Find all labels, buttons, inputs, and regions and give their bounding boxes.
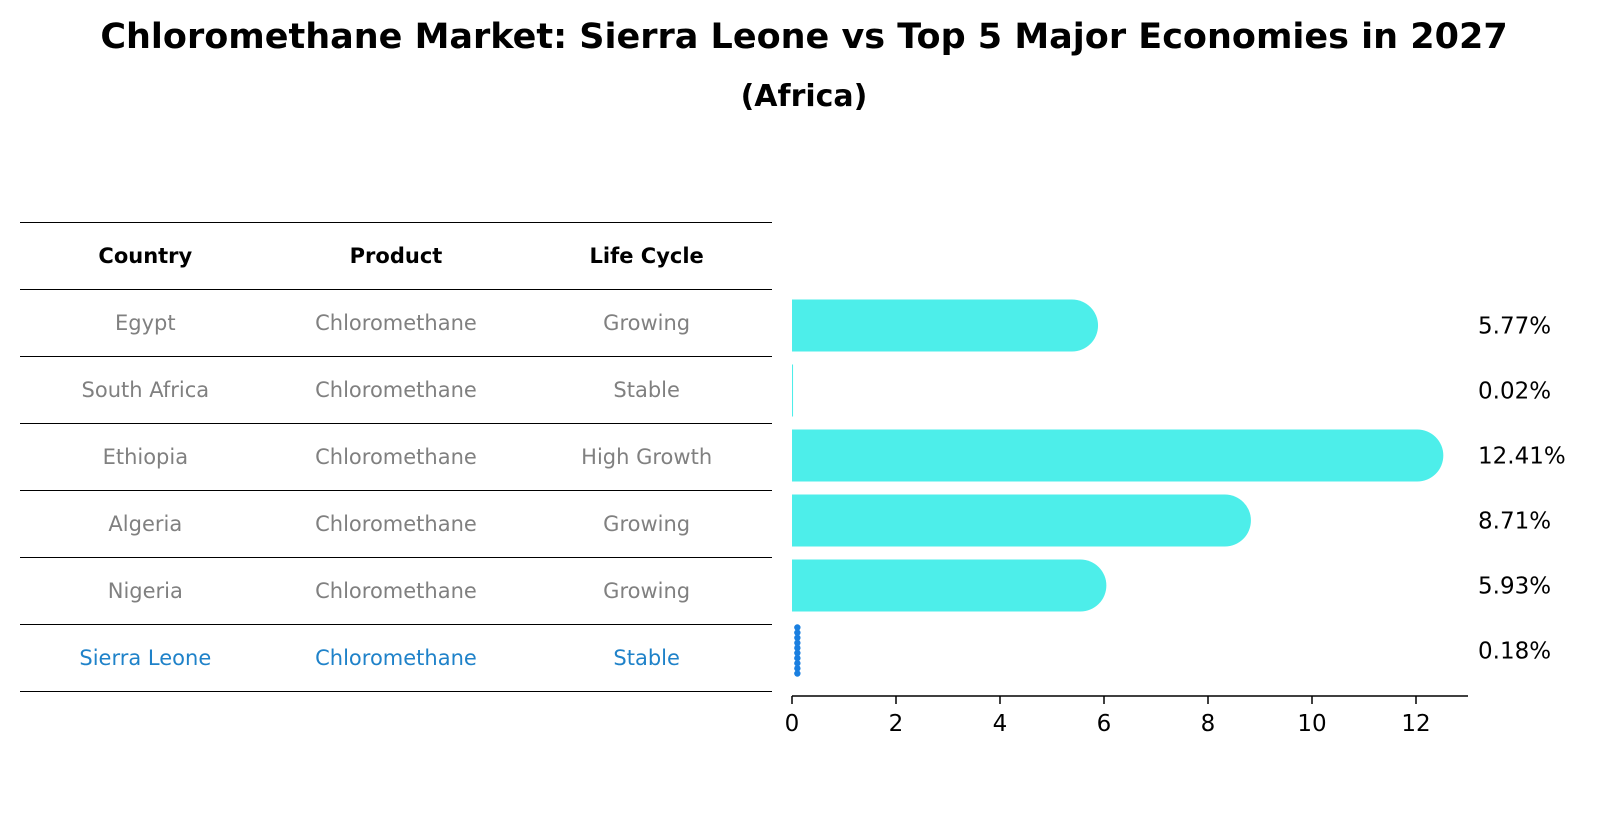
x-tick-label: 6 bbox=[1097, 711, 1112, 737]
cell-life-cycle: Stable bbox=[521, 356, 772, 424]
cell-country: Ethiopia bbox=[20, 423, 271, 491]
x-tick-label: 10 bbox=[1297, 711, 1326, 737]
bar-highlight-dot bbox=[794, 649, 801, 657]
table-row: South Africa Chloromethane Stable bbox=[20, 356, 772, 424]
cell-product: Chloromethane bbox=[270, 356, 522, 424]
cell-product: Chloromethane bbox=[270, 423, 522, 491]
bar bbox=[792, 429, 1444, 482]
x-tick-label: 2 bbox=[889, 711, 904, 737]
cell-life-cycle: Growing bbox=[521, 557, 772, 625]
cell-product: Chloromethane bbox=[270, 289, 522, 357]
data-label: 5.93% bbox=[1478, 574, 1551, 600]
cell-product: Chloromethane bbox=[270, 490, 522, 558]
bar bbox=[792, 559, 1107, 612]
cell-country: Egypt bbox=[20, 289, 271, 357]
data-label: 5.77% bbox=[1478, 314, 1551, 340]
table-row: Ethiopia Chloromethane High Growth bbox=[20, 423, 772, 491]
cell-life-cycle: Growing bbox=[521, 289, 772, 357]
cell-country: South Africa bbox=[20, 356, 271, 424]
bar bbox=[792, 494, 1251, 547]
table-header-row: Country Product Life Cycle bbox=[20, 222, 772, 290]
table-row: Algeria Chloromethane Growing bbox=[20, 490, 772, 558]
table-row-highlight: Sierra Leone Chloromethane Stable bbox=[20, 624, 772, 692]
bar-highlight-dot bbox=[794, 660, 801, 667]
chart-subtitle: (Africa) bbox=[740, 79, 868, 114]
data-table: Country Product Life Cycle Egypt Chlorom… bbox=[20, 222, 772, 692]
table-row: Egypt Chloromethane Growing bbox=[20, 289, 772, 357]
chart-title: Chloromethane Market: Sierra Leone vs To… bbox=[100, 17, 1508, 57]
cell-life-cycle: Stable bbox=[521, 624, 772, 692]
bar-highlight-dot bbox=[794, 624, 801, 631]
header-product: Product bbox=[270, 222, 522, 290]
bar-highlight-dot bbox=[794, 639, 801, 647]
bar-highlight-dot bbox=[794, 629, 801, 636]
table-row: Nigeria Chloromethane Growing bbox=[20, 557, 772, 625]
x-tick-label: 8 bbox=[1201, 711, 1216, 737]
bar-highlight-dot bbox=[794, 644, 801, 652]
cell-life-cycle: Growing bbox=[521, 490, 772, 558]
cell-country: Nigeria bbox=[20, 557, 271, 625]
x-tick-label: 12 bbox=[1401, 711, 1430, 737]
data-label: 8.71% bbox=[1478, 509, 1551, 535]
bar-highlight-dot bbox=[794, 634, 801, 641]
bar-highlight-dot bbox=[794, 670, 801, 677]
cell-country: Algeria bbox=[20, 490, 271, 558]
data-label: 0.18% bbox=[1478, 639, 1551, 665]
bar bbox=[792, 299, 1099, 352]
cell-product: Chloromethane bbox=[270, 557, 522, 625]
header-country: Country bbox=[20, 222, 271, 290]
cell-country: Sierra Leone bbox=[20, 624, 271, 692]
data-label: 12.41% bbox=[1478, 444, 1566, 470]
cell-life-cycle: High Growth bbox=[521, 423, 772, 491]
bar-highlight-dot bbox=[794, 654, 801, 662]
x-tick-label: 4 bbox=[993, 711, 1008, 737]
header-life-cycle: Life Cycle bbox=[521, 222, 772, 290]
data-label: 0.02% bbox=[1478, 379, 1551, 405]
bar-highlight-dot bbox=[794, 665, 801, 672]
cell-product: Chloromethane bbox=[270, 624, 522, 692]
x-tick-label: 0 bbox=[785, 711, 800, 737]
bar bbox=[792, 364, 794, 417]
